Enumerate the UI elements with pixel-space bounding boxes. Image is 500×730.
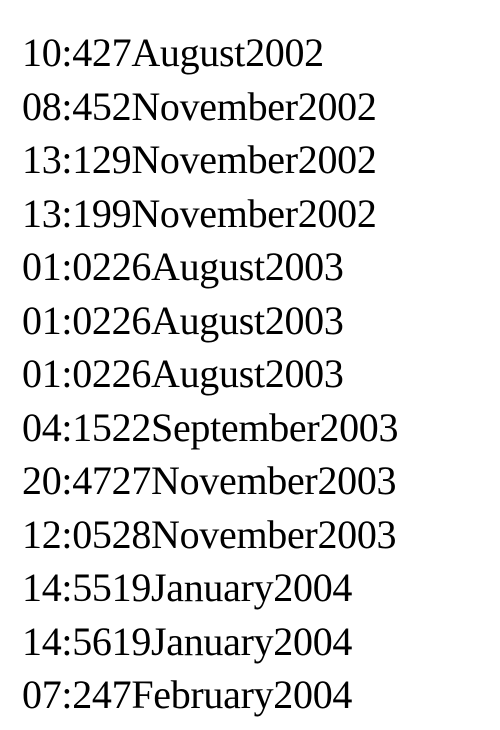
- timestamp-list: 10:427August2002 08:452November2002 13:1…: [22, 26, 492, 722]
- timestamp-line: 10:427August2002: [22, 30, 324, 75]
- timestamp-line: 04:1522September2003: [22, 404, 399, 450]
- timestamp-line: 13:199November2002: [22, 190, 377, 236]
- timestamp-line: 01:0226August2003: [22, 244, 344, 289]
- timestamp-line: 20:4727November2003: [22, 458, 397, 503]
- timestamp-line: 13:129November2002: [22, 137, 377, 182]
- timestamp-line: 08:452November2002: [22, 83, 377, 129]
- timestamp-line: 07:247February2004: [22, 672, 353, 717]
- timestamp-line: 01:0226August2003: [22, 297, 344, 343]
- timestamp-line: 14:5519January2004: [22, 565, 353, 610]
- timestamp-line: 12:0528November2003: [22, 511, 397, 557]
- timestamp-line: 01:0226August2003: [22, 351, 344, 396]
- timestamp-line: 14:5619January2004: [22, 618, 353, 664]
